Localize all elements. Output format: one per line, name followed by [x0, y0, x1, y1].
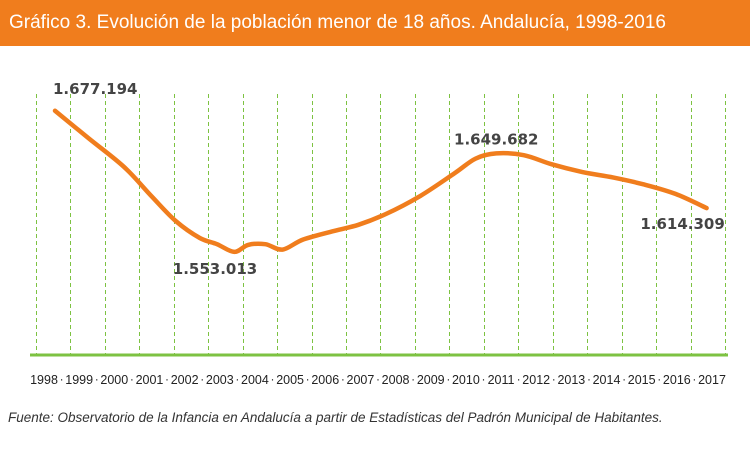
tick-separator: · — [587, 372, 591, 386]
line-chart: 1998 · 1999 · 2000 · 2001 · 2002 · 2003 · 2004 · 2005 ·… — [30, 80, 728, 387]
x-tick-label-2005: 2005 — [276, 373, 304, 387]
tick-separator: · — [657, 372, 661, 386]
tick-separator: · — [622, 372, 626, 386]
x-tick-label-2014: 2014 — [593, 373, 621, 387]
x-tick-label-2007: 2007 — [347, 373, 375, 387]
data-label-1: 1.553.013 — [173, 260, 257, 278]
tick-separator: · — [95, 372, 99, 386]
x-tick-label-2011: 2011 — [488, 373, 515, 387]
tick-separator: · — [376, 372, 380, 386]
x-tick-label-2004: 2004 — [241, 373, 269, 387]
gridlines — [36, 94, 726, 354]
x-tick-label-2001: 2001 — [136, 373, 164, 387]
data-label-2: 1.649.682 — [454, 130, 538, 148]
x-tick-label-2006: 2006 — [311, 373, 339, 387]
x-tick-label-2008: 2008 — [382, 373, 410, 387]
data-labels: 1.677.194 1.553.013 1.649.682 1.614.309 — [53, 80, 725, 278]
series-line — [52, 108, 709, 255]
x-tick-label-2015: 2015 — [628, 373, 656, 387]
tick-separator: · — [446, 372, 450, 386]
data-label-0: 1.677.194 — [53, 80, 137, 98]
x-tick-label-1998: 1998 — [30, 373, 58, 387]
tick-separator: · — [130, 372, 134, 386]
x-tick-label-2000: 2000 — [100, 373, 128, 387]
x-tick-label-2010: 2010 — [452, 373, 480, 387]
tick-separator: · — [552, 372, 556, 386]
tick-separator: · — [517, 372, 521, 386]
x-tick-label-2002: 2002 — [171, 373, 199, 387]
tick-separator: · — [481, 372, 485, 386]
x-tick-label-2003: 2003 — [206, 373, 234, 387]
tick-separator: · — [411, 372, 415, 386]
x-tick-label-2012: 2012 — [522, 373, 550, 387]
x-tick-label-2016: 2016 — [663, 373, 691, 387]
chart-title: Gráfico 3. Evolución de la población men… — [0, 0, 750, 46]
tick-separator: · — [692, 372, 696, 386]
data-label-3: 1.614.309 — [640, 215, 724, 233]
x-tick-label-2013: 2013 — [557, 373, 585, 387]
x-tick-label-2009: 2009 — [417, 373, 445, 387]
tick-separator: · — [306, 372, 310, 386]
x-tick-label-2017: 2017 — [698, 373, 726, 387]
tick-separator: · — [341, 372, 345, 386]
tick-separator: · — [200, 372, 204, 386]
tick-separator: · — [165, 372, 169, 386]
x-tick-label-1999: 1999 — [65, 373, 93, 387]
tick-separator: · — [235, 372, 239, 386]
source-note: Fuente: Observatorio de la Infancia en A… — [8, 410, 663, 425]
tick-separator: · — [271, 372, 275, 386]
tick-separator: · — [60, 372, 64, 386]
x-tick-labels: 1998 · 1999 · 2000 · 2001 · 2002 · 2003 · 2004 · 2005 ·… — [30, 372, 726, 387]
